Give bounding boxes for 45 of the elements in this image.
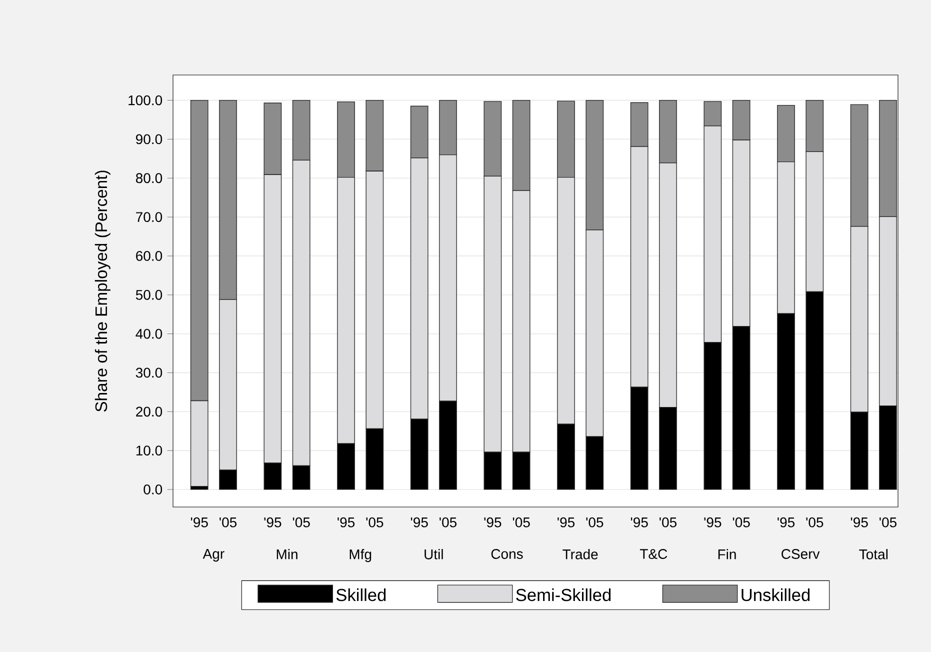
x-tick-label: '05 xyxy=(732,517,750,528)
x-tick-label: '95 xyxy=(850,517,868,528)
y-tick-label: 80.0 xyxy=(136,173,162,184)
x-tick-label: '05 xyxy=(806,517,824,528)
y-tick-label: 60.0 xyxy=(136,251,162,261)
y-tick-label: 100.0 xyxy=(128,95,162,106)
text: Fin xyxy=(718,549,736,560)
y-tick-label: 90.0 xyxy=(136,134,162,144)
text: CServ xyxy=(782,549,820,559)
text: Util xyxy=(424,549,443,560)
x-tick-label: '05 xyxy=(586,517,604,528)
legend-label: Unskilled xyxy=(742,588,810,602)
text: Cons xyxy=(491,549,523,559)
x-tick-label: '05 xyxy=(440,517,457,528)
x-tick-label: '05 xyxy=(366,517,384,528)
x-tick-label: '95 xyxy=(264,517,282,528)
x-tick-label: '95 xyxy=(190,517,208,528)
legend-label: Skilled xyxy=(336,588,386,602)
x-tick-label: '95 xyxy=(704,517,722,528)
text: T&C xyxy=(640,549,668,559)
y-tick-label: 40.0 xyxy=(136,328,162,339)
x-tick-label: '95 xyxy=(410,517,428,528)
legend-label: Semi-Skilled xyxy=(516,588,611,602)
x-tick-label: '95 xyxy=(630,517,648,528)
x-tick-label: '05 xyxy=(292,517,310,528)
y-tick-label: 50.0 xyxy=(136,290,162,300)
x-tick-label: '05 xyxy=(660,517,677,528)
text: Agr xyxy=(202,549,224,562)
x-tick-label: '95 xyxy=(778,517,795,528)
text: Min xyxy=(276,549,298,560)
x-tick-label: '05 xyxy=(512,517,530,528)
x-tick-label: '05 xyxy=(880,517,897,528)
text: Trade xyxy=(562,549,598,560)
y-tick-label: 30.0 xyxy=(136,368,162,378)
x-tick-label: '05 xyxy=(220,517,237,528)
x-tick-label: '95 xyxy=(484,517,502,528)
x-tick-label: '95 xyxy=(338,517,355,528)
y-tick-label: 70.0 xyxy=(136,212,162,222)
x-tick-label: '95 xyxy=(558,517,575,528)
text: Total xyxy=(859,549,888,560)
y-tick-label: 0.0 xyxy=(144,484,162,494)
y-axis-title: Share of the Employed (Percent) xyxy=(94,170,110,412)
y-tick-label: 10.0 xyxy=(136,446,162,456)
y-tick-label: 20.0 xyxy=(136,406,162,417)
text: Mfg xyxy=(350,549,372,562)
